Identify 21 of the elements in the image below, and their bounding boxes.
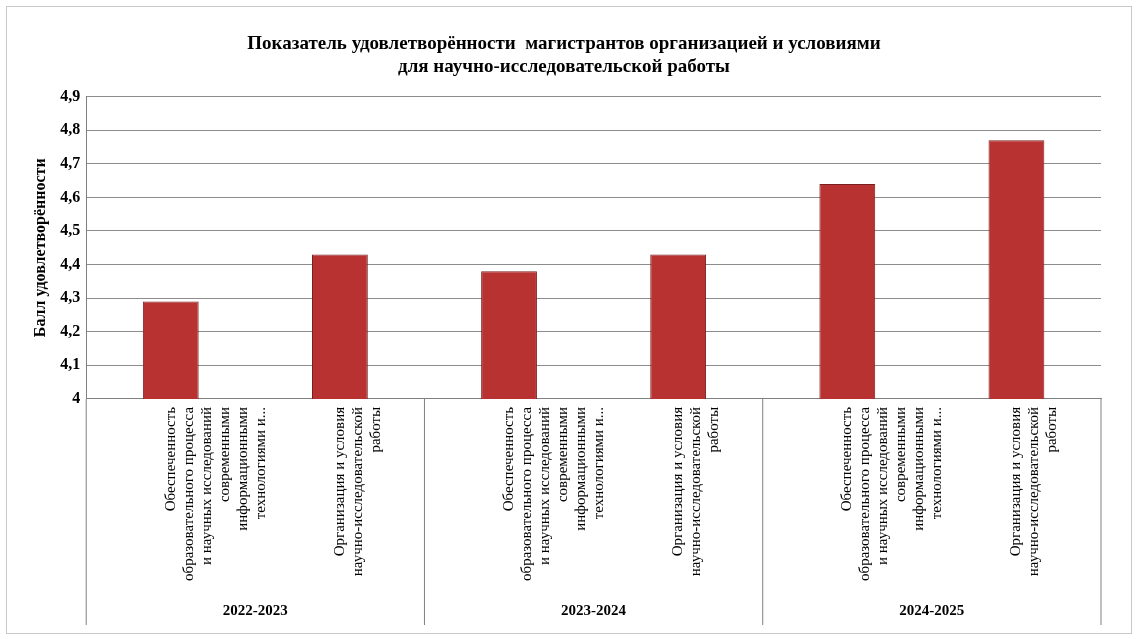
text: 2023-2024 <box>561 601 627 618</box>
y-tick-label: 4,2 <box>60 321 81 339</box>
y-tick-label: 4,9 <box>60 86 81 104</box>
x-tick-label: Организация и условия научно-исследовательской работы <box>669 406 722 577</box>
y-tick-label: 4,4 <box>60 254 81 272</box>
text: 2022-2023 <box>222 601 288 618</box>
x-tick-label: Организация и условия научно-исследовательской работы <box>330 406 383 577</box>
y-tick-label: 4,5 <box>60 221 81 239</box>
y-tick-label: 4 <box>72 389 81 407</box>
x-tick-label: Обеспеченность образовательного процесса и научных исследований современными информационными технологиями и... <box>161 406 268 582</box>
x-tick-label: Обеспеченность образовательного процесса и научных исследований современными информационными технологиями и... <box>838 406 945 582</box>
y-tick-label: 4,8 <box>60 120 81 138</box>
chart-title: Показатель удовлетворённости магистрантов организацией и условиями для научно-исследовательской работы <box>247 32 881 77</box>
y-tick-label: 4,3 <box>60 288 81 306</box>
y-tick-label: 4,7 <box>60 153 81 171</box>
x-tick-label: Обеспеченность образовательного процесса и научных исследований современными информационными технологиями и... <box>499 406 606 582</box>
y-axis-title: Балл удовлетворённости <box>30 158 49 338</box>
y-tick-label: 4,1 <box>60 355 81 373</box>
y-tick-label: 4,6 <box>60 187 81 205</box>
text: 2024-2025 <box>899 601 965 618</box>
x-tick-label: Организация и условия научно-исследовательской работы <box>1007 406 1060 577</box>
